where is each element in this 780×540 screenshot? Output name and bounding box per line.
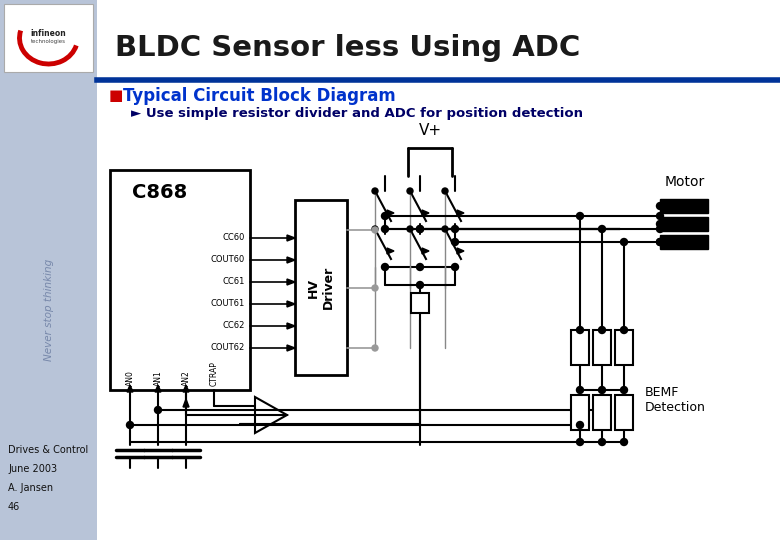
Circle shape — [452, 226, 459, 233]
Bar — [4, 4, 93, 72]
Text: CC60: CC60 — [222, 233, 245, 242]
Circle shape — [598, 438, 605, 445]
Circle shape — [576, 438, 583, 445]
Bar — [571, 330, 589, 365]
Circle shape — [657, 213, 664, 219]
Circle shape — [657, 239, 664, 246]
Text: CC61: CC61 — [222, 278, 245, 287]
Text: BLDC Sensor less Using ADC: BLDC Sensor less Using ADC — [115, 34, 580, 62]
Polygon shape — [422, 248, 429, 254]
Bar — [615, 330, 633, 365]
Circle shape — [657, 220, 664, 227]
Bar — [110, 170, 250, 390]
Text: COUT61: COUT61 — [211, 300, 245, 308]
Circle shape — [407, 226, 413, 232]
Polygon shape — [183, 385, 189, 392]
Circle shape — [372, 345, 378, 351]
Circle shape — [621, 239, 627, 246]
Circle shape — [372, 285, 378, 291]
Text: Drives & Control: Drives & Control — [8, 445, 88, 455]
Circle shape — [154, 407, 161, 414]
Circle shape — [621, 438, 627, 445]
Text: technologies: technologies — [31, 38, 66, 44]
Circle shape — [126, 422, 133, 429]
Polygon shape — [457, 248, 464, 254]
Circle shape — [657, 239, 664, 246]
Text: BEMF
Detection: BEMF Detection — [645, 386, 706, 414]
Polygon shape — [287, 301, 295, 307]
Text: AN1: AN1 — [154, 370, 162, 386]
Bar — [593, 395, 611, 430]
Bar — [593, 330, 611, 365]
Circle shape — [417, 226, 424, 233]
Circle shape — [598, 327, 605, 334]
Text: COUT62: COUT62 — [211, 343, 245, 353]
Text: HV
Driver: HV Driver — [307, 266, 335, 309]
Circle shape — [417, 281, 424, 288]
Circle shape — [621, 387, 627, 394]
Text: COUT60: COUT60 — [211, 255, 245, 265]
Circle shape — [381, 213, 388, 219]
Bar — [660, 199, 708, 213]
Circle shape — [372, 188, 378, 194]
Circle shape — [417, 226, 424, 233]
Text: Never stop thinking: Never stop thinking — [44, 259, 54, 361]
Text: infineon: infineon — [30, 29, 66, 37]
Circle shape — [452, 264, 459, 271]
Circle shape — [442, 226, 448, 232]
Circle shape — [657, 202, 664, 210]
Polygon shape — [387, 248, 394, 254]
Text: AN0: AN0 — [126, 370, 134, 386]
Bar — [660, 235, 708, 249]
Text: CTRAP: CTRAP — [210, 361, 218, 386]
Circle shape — [576, 422, 583, 429]
Circle shape — [417, 264, 424, 271]
Circle shape — [30, 18, 66, 54]
Circle shape — [442, 188, 448, 194]
Text: Motor: Motor — [665, 175, 705, 189]
Circle shape — [657, 226, 664, 233]
Text: V+: V+ — [418, 123, 441, 138]
Circle shape — [576, 327, 583, 334]
Bar — [411, 293, 429, 313]
Bar — [660, 217, 708, 231]
Text: Typical Circuit Block Diagram: Typical Circuit Block Diagram — [123, 87, 395, 105]
Bar — [295, 200, 347, 375]
Bar — [0, 0, 97, 540]
Polygon shape — [287, 323, 295, 329]
Circle shape — [621, 327, 627, 334]
Polygon shape — [287, 345, 295, 351]
Polygon shape — [457, 210, 464, 216]
Polygon shape — [387, 210, 394, 216]
Bar — [615, 395, 633, 430]
Polygon shape — [287, 257, 295, 263]
Text: CC62: CC62 — [222, 321, 245, 330]
Text: ► Use simple resistor divider and ADC for position detection: ► Use simple resistor divider and ADC fo… — [131, 107, 583, 120]
Circle shape — [598, 387, 605, 394]
Circle shape — [372, 227, 378, 233]
Text: ■: ■ — [109, 89, 123, 104]
Polygon shape — [422, 210, 429, 216]
Circle shape — [407, 188, 413, 194]
Text: AN2: AN2 — [182, 370, 190, 386]
Text: 46: 46 — [8, 502, 20, 512]
Polygon shape — [287, 235, 295, 241]
Text: June 2003: June 2003 — [8, 464, 57, 474]
Polygon shape — [155, 385, 161, 392]
Text: C868: C868 — [133, 183, 188, 201]
Text: A. Jansen: A. Jansen — [8, 483, 53, 493]
Circle shape — [598, 226, 605, 233]
Circle shape — [576, 213, 583, 219]
Polygon shape — [287, 279, 295, 285]
Polygon shape — [127, 385, 133, 392]
Circle shape — [381, 226, 388, 233]
Polygon shape — [183, 399, 189, 407]
Bar — [571, 395, 589, 430]
Circle shape — [372, 226, 378, 232]
Circle shape — [381, 264, 388, 271]
Circle shape — [576, 387, 583, 394]
Circle shape — [452, 239, 459, 246]
